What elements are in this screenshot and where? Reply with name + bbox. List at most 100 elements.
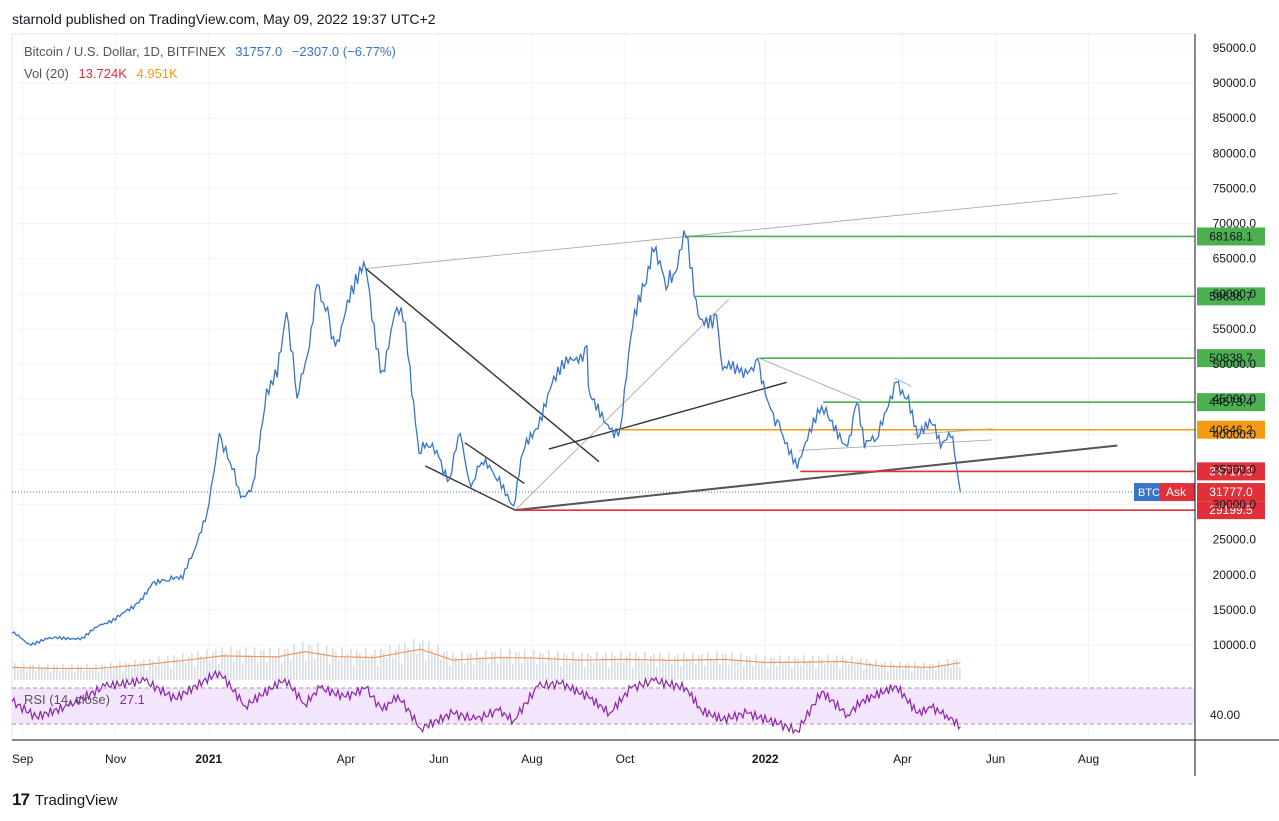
volume-bar bbox=[287, 648, 289, 680]
volume-bar bbox=[506, 656, 508, 680]
volume-bar bbox=[785, 660, 787, 680]
y-tick-label: 75000.0 bbox=[1213, 181, 1257, 195]
volume-bar bbox=[38, 663, 40, 680]
ask-tag-label: Ask bbox=[1166, 485, 1187, 499]
volume-bar bbox=[251, 655, 253, 680]
volume-bar bbox=[335, 651, 337, 680]
volume-bar bbox=[854, 664, 856, 680]
price-level-tag bbox=[1197, 420, 1265, 439]
volume-bar bbox=[257, 661, 259, 680]
volume-bar bbox=[740, 653, 742, 680]
chart-grid bbox=[11, 33, 1196, 741]
volume-bar bbox=[716, 651, 718, 680]
volume-bar bbox=[764, 655, 766, 680]
x-tick-label: Aug bbox=[521, 752, 542, 766]
volume-bar bbox=[719, 664, 721, 680]
volume-bar bbox=[824, 664, 826, 680]
volume-bar bbox=[809, 659, 811, 680]
y-tick-label: 50000.0 bbox=[1213, 357, 1257, 371]
volume-bar bbox=[539, 651, 541, 680]
volume-bar bbox=[935, 670, 937, 680]
volume-bar bbox=[542, 653, 544, 680]
volume-bar bbox=[404, 642, 406, 680]
volume-bar bbox=[761, 660, 763, 680]
y-tick-label: 20000.0 bbox=[1213, 568, 1257, 582]
volume-bar bbox=[173, 655, 175, 680]
volume-bar bbox=[164, 659, 166, 680]
volume-bar bbox=[704, 665, 706, 680]
price-level-tag bbox=[1197, 349, 1265, 368]
volume-bar bbox=[50, 671, 52, 680]
volume-bar bbox=[773, 658, 775, 680]
volume-bar bbox=[290, 660, 292, 680]
volume-bar bbox=[461, 651, 463, 680]
volume-bar bbox=[302, 641, 304, 680]
volume-bar bbox=[326, 645, 328, 680]
volume-bar bbox=[95, 664, 97, 680]
volume-bar bbox=[806, 662, 808, 680]
volume-bar bbox=[200, 655, 202, 680]
volume-bar bbox=[203, 658, 205, 680]
volume-bar bbox=[230, 646, 232, 680]
volume-bar bbox=[197, 651, 199, 680]
volume-bar bbox=[923, 662, 925, 680]
volume-bar bbox=[755, 654, 757, 680]
volume-bar bbox=[575, 660, 577, 680]
volume-bar bbox=[851, 655, 853, 680]
symbol-legend[interactable]: Bitcoin / U.S. Dollar, 1D, BITFINEX 3175… bbox=[24, 44, 402, 59]
volume-bar bbox=[818, 656, 820, 680]
brand-name: TradingView bbox=[34, 791, 118, 809]
volume-bar bbox=[188, 656, 190, 680]
volume-bar bbox=[608, 667, 610, 680]
volume-bar bbox=[932, 663, 934, 680]
volume-bar bbox=[533, 649, 535, 680]
volume-bar bbox=[377, 666, 379, 680]
volume-bar bbox=[587, 653, 589, 680]
volume-bar bbox=[737, 659, 739, 680]
volume-bar bbox=[803, 655, 805, 680]
y-tick-label: 35000.0 bbox=[1213, 462, 1257, 476]
volume-bar bbox=[515, 651, 517, 680]
volume-bar bbox=[239, 649, 241, 680]
volume-bar bbox=[488, 663, 490, 680]
volume-bar bbox=[98, 672, 100, 680]
volume-bar bbox=[185, 662, 187, 680]
volume-bar bbox=[653, 653, 655, 680]
volume-bar bbox=[605, 652, 607, 680]
volume-bar bbox=[644, 651, 646, 680]
volume-bar bbox=[791, 667, 793, 680]
volume-bar bbox=[875, 659, 877, 680]
volume-bar bbox=[479, 657, 481, 680]
volume-bar bbox=[20, 667, 22, 680]
volume-bar bbox=[233, 660, 235, 680]
price-level-tag bbox=[1197, 287, 1265, 306]
rsi-legend[interactable]: RSI (14, close) 27.1 bbox=[24, 692, 151, 707]
trendline bbox=[798, 439, 993, 451]
y-tick-label: 55000.0 bbox=[1213, 322, 1257, 336]
volume-bar bbox=[743, 665, 745, 680]
volume-bar bbox=[602, 656, 604, 680]
volume-bar bbox=[848, 663, 850, 680]
footer-brand[interactable]: 17 TradingView bbox=[12, 790, 117, 810]
y-tick-label: 70000.0 bbox=[1213, 217, 1257, 231]
volume-bar bbox=[128, 663, 130, 680]
volume-bar bbox=[494, 651, 496, 680]
volume-bar bbox=[950, 667, 952, 680]
symbol-title: Bitcoin / U.S. Dollar, 1D, BITFINEX bbox=[24, 44, 226, 59]
volume-bar bbox=[413, 638, 415, 680]
volume-bar bbox=[338, 660, 340, 680]
current-price-tag bbox=[1197, 483, 1265, 502]
volume-bar bbox=[329, 663, 331, 680]
volume-bar bbox=[917, 665, 919, 680]
volume-bar bbox=[176, 658, 178, 680]
volume-bar bbox=[779, 655, 781, 680]
price-level-label: 50838.7 bbox=[1209, 351, 1253, 365]
volume-bar bbox=[473, 664, 475, 680]
volume-bar bbox=[560, 665, 562, 680]
volume-bar bbox=[554, 656, 556, 680]
volume-bar bbox=[362, 660, 364, 680]
y-tick-label: 10000.0 bbox=[1213, 638, 1257, 652]
volume-legend[interactable]: Vol (20) 13.724K 4.951K bbox=[24, 66, 184, 81]
volume-bar bbox=[908, 662, 910, 680]
